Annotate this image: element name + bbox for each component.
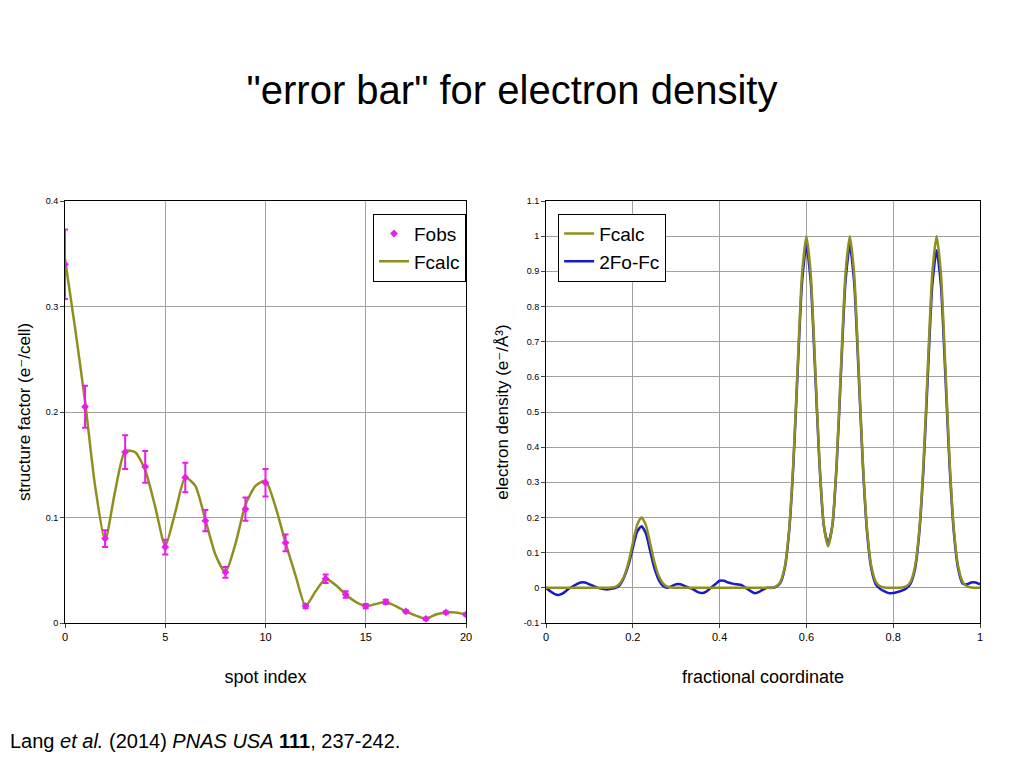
svg-text:1: 1 — [977, 631, 983, 643]
svg-text:15: 15 — [360, 631, 372, 643]
svg-text:0.2: 0.2 — [625, 631, 640, 643]
svg-text:20: 20 — [460, 631, 472, 643]
svg-text:Fcalc: Fcalc — [414, 252, 459, 273]
html-text:"error bar" for electron densi: "error bar" for electron density — [246, 68, 778, 112]
svg-text:0.2: 0.2 — [46, 407, 59, 417]
svg-text:0: 0 — [53, 618, 58, 628]
svg-text:Fobs: Fobs — [414, 224, 456, 245]
svg-text:fractional coordinate: fractional coordinate — [682, 667, 844, 687]
svg-text:0.3: 0.3 — [527, 477, 540, 487]
svg-text:5: 5 — [162, 631, 168, 643]
svg-text:0.6: 0.6 — [799, 631, 814, 643]
svg-text:0.3: 0.3 — [46, 302, 59, 312]
html-text:Lang et al. (2014) PNAS USA 11: Lang et al. (2014) PNAS USA 111, 237-242… — [10, 730, 401, 752]
svg-text:0.2: 0.2 — [527, 513, 540, 523]
svg-text:0.4: 0.4 — [46, 196, 59, 206]
svg-text:1.1: 1.1 — [527, 196, 540, 206]
svg-text:2Fo-Fc: 2Fo-Fc — [599, 252, 659, 273]
svg-text:electron density (e⁻/Å³): electron density (e⁻/Å³) — [493, 324, 512, 499]
svg-text:0.9: 0.9 — [527, 266, 540, 276]
svg-text:0: 0 — [62, 631, 68, 643]
svg-text:spot index: spot index — [224, 667, 306, 687]
svg-text:0.1: 0.1 — [46, 513, 59, 523]
svg-text:Fcalc: Fcalc — [599, 224, 644, 245]
svg-text:-0.1: -0.1 — [524, 618, 540, 628]
svg-text:0: 0 — [543, 631, 549, 643]
svg-text:0.8: 0.8 — [886, 631, 901, 643]
svg-text:0.1: 0.1 — [527, 548, 540, 558]
svg-text:0.4: 0.4 — [527, 442, 540, 452]
svg-text:structure factor (e⁻/cell): structure factor (e⁻/cell) — [15, 323, 34, 501]
svg-text:0: 0 — [534, 583, 539, 593]
svg-text:0.8: 0.8 — [527, 302, 540, 312]
svg-text:0.7: 0.7 — [527, 337, 540, 347]
svg-text:0.4: 0.4 — [712, 631, 727, 643]
svg-text:1: 1 — [534, 231, 539, 241]
svg-text:0.6: 0.6 — [527, 372, 540, 382]
svg-text:0.5: 0.5 — [527, 407, 540, 417]
svg-text:10: 10 — [259, 631, 271, 643]
